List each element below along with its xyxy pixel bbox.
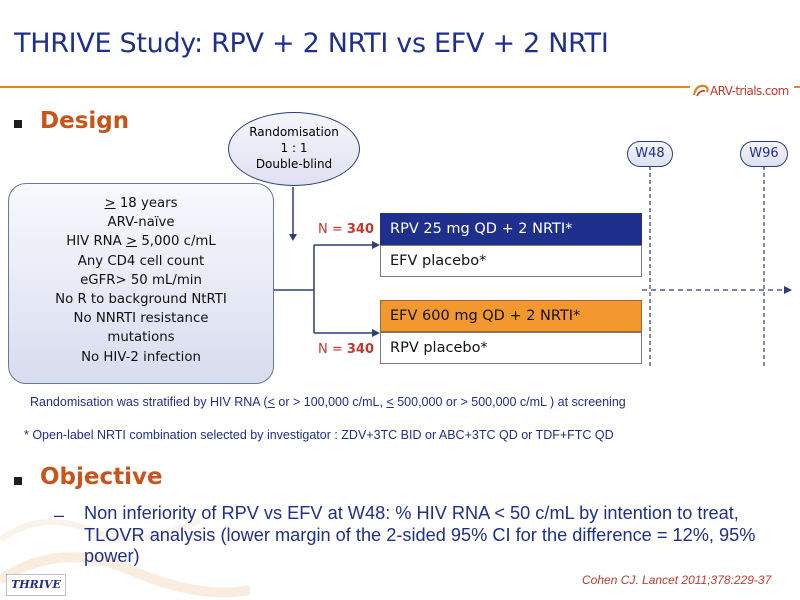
criteria-line: No HIV-2 infection bbox=[81, 349, 201, 365]
inclusion-criteria-box: > 18 years ARV-naïve HIV RNA > 5,000 c/mL A… bbox=[8, 183, 274, 384]
arm1-placebo: EFV placebo* bbox=[380, 245, 642, 277]
criteria-line: Any CD4 cell count bbox=[77, 253, 205, 269]
criteria-line: ARV-naïve bbox=[107, 215, 175, 231]
criteria-line: HIV RNA > 5,000 c/mL bbox=[66, 234, 216, 250]
randomisation-arrowhead-icon bbox=[289, 234, 297, 241]
logo-swirl-icon bbox=[692, 84, 709, 97]
stratification-note: Randomisation was stratified by HIV RNA … bbox=[30, 395, 626, 409]
arm1-drug: RPV 25 mg QD + 2 NRTI* bbox=[380, 213, 642, 245]
arm1-n-label: N = 340 bbox=[318, 222, 374, 237]
objective-dash: – bbox=[54, 505, 65, 525]
title-divider bbox=[0, 86, 800, 88]
timeline-arrowhead-icon bbox=[784, 286, 792, 294]
timepoint-w96: W96 bbox=[740, 141, 788, 167]
timepoint-w48: W48 bbox=[627, 141, 673, 167]
randomisation-bubble: Randomisation 1 : 1 Double-blind bbox=[228, 112, 360, 186]
nrti-footnote: * Open-label NRTI combination selected b… bbox=[24, 428, 614, 442]
randomisation-ratio: 1 : 1 bbox=[280, 141, 308, 155]
arm2-n-label: N = 340 bbox=[318, 342, 374, 357]
bullet-square-icon bbox=[14, 120, 22, 128]
criteria-line: > 18 years bbox=[104, 196, 178, 211]
arm2-n-prefix: N = bbox=[318, 342, 347, 357]
arv-trials-logo: ARV-trials.com bbox=[690, 80, 794, 102]
objective-text: Non inferiority of RPV vs EFV at W48: % … bbox=[84, 503, 756, 566]
criteria-line: eGFR> 50 mL/min bbox=[80, 272, 202, 288]
criteria-line: No NNRTI resistance bbox=[73, 311, 209, 327]
logo-text: ARV-trials.com bbox=[710, 84, 789, 98]
design-heading: Design bbox=[40, 108, 130, 134]
arm2-placebo: RPV placebo* bbox=[380, 332, 642, 364]
criteria-line: mutations bbox=[107, 330, 175, 346]
background-decoration bbox=[0, 517, 250, 598]
randomisation-blinding: Double-blind bbox=[255, 157, 333, 171]
arm2-arrowhead-icon bbox=[372, 329, 380, 337]
citation: Cohen CJ. Lancet 2011;378:229-37 bbox=[582, 573, 772, 587]
arm1-arrowhead-icon bbox=[372, 241, 380, 249]
slide-title: THRIVE Study: RPV + 2 NRTI vs EFV + 2 NR… bbox=[14, 28, 609, 59]
arm1-n-value: 340 bbox=[346, 222, 375, 237]
arm2-drug: EFV 600 mg QD + 2 NRTI* bbox=[380, 300, 642, 332]
randomisation-label: Randomisation bbox=[249, 125, 339, 139]
bullet-square-icon bbox=[14, 477, 22, 485]
thrive-badge: THRIVE bbox=[6, 574, 66, 596]
objective-heading: Objective bbox=[40, 464, 163, 490]
arm1-n-prefix: N = bbox=[318, 222, 347, 237]
criteria-line: No R to background NtRTI bbox=[55, 292, 227, 308]
arm2-n-value: 340 bbox=[346, 342, 375, 357]
